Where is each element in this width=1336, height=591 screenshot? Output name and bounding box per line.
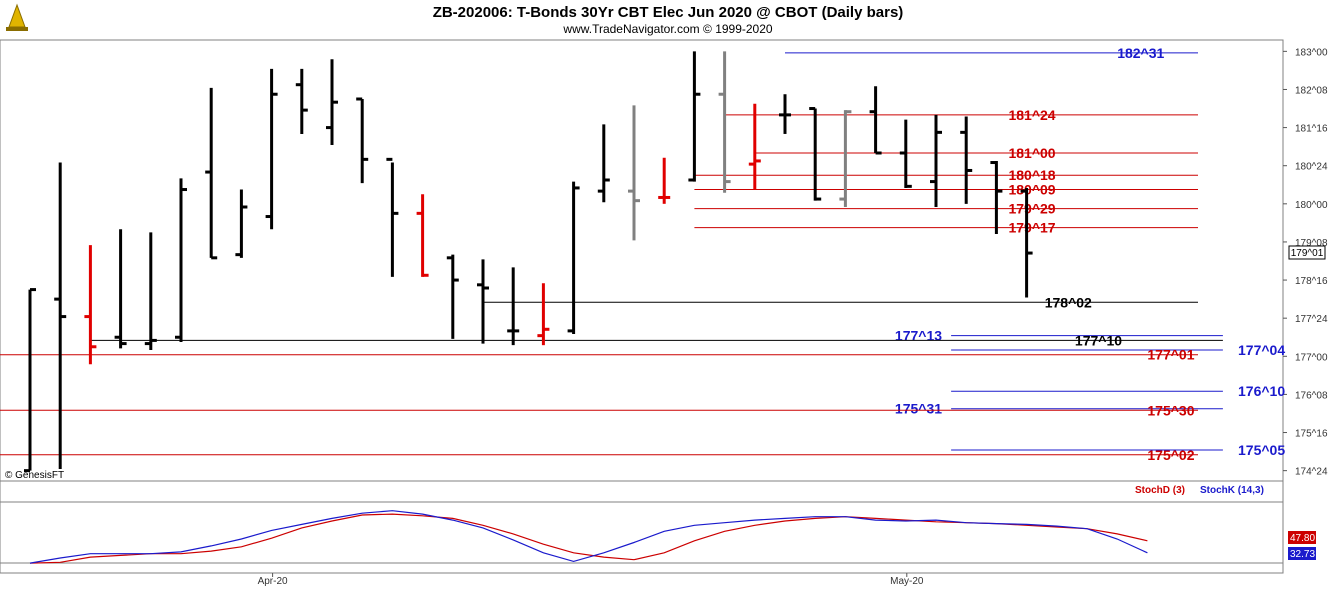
ohlc-bar (144, 232, 157, 350)
stochk-legend: StochK (14,3) (1200, 485, 1264, 496)
x-axis-ticks: Apr-20 May-20 (258, 573, 924, 587)
last-price-marker: 179^01 (1288, 245, 1326, 260)
y-tick-label: 183^00 (1295, 47, 1328, 58)
stochastic-indicator (29, 510, 1148, 564)
chart-subtitle: www.TradeNavigator.com © 1999-2020 (562, 22, 772, 36)
y-tick-label: 176^08 (1295, 390, 1328, 401)
ohlc-bar (960, 116, 973, 204)
ohlc-bar (869, 86, 882, 155)
ohlc-bar (265, 68, 278, 230)
ohlc-bar (84, 245, 97, 365)
ohlc-bar (356, 97, 369, 184)
ohlc-bar (507, 267, 520, 346)
ohlc-bar (537, 283, 550, 346)
ohlc-bar (658, 157, 671, 204)
ohlc-bar (477, 259, 489, 344)
stochk-value: 32.73 (1290, 549, 1315, 560)
level-label: 177^01 (1147, 347, 1194, 363)
level-label: 176^10 (1238, 383, 1285, 399)
y-tick-label: 175^16 (1295, 429, 1328, 440)
ohlc-bar (597, 124, 610, 203)
ohlc-bar (748, 103, 761, 190)
stochd-value-box: 47.80 (1288, 531, 1316, 544)
y-tick-label: 180^00 (1295, 200, 1328, 211)
level-label: 175^30 (1147, 402, 1194, 418)
ohlc-bar (386, 157, 399, 277)
ohlc-bar (930, 114, 942, 207)
x-tick-label: Apr-20 (258, 576, 288, 587)
stochd-legend: StochD (3) (1135, 485, 1185, 496)
y-tick-label: 178^16 (1295, 276, 1328, 287)
ohlc-bar (1020, 187, 1033, 298)
ohlc-bar (295, 68, 308, 134)
ohlc-bar (114, 229, 127, 349)
level-label: 177^13 (895, 328, 942, 344)
ohlc-bar (326, 59, 338, 146)
y-tick-label: 177^24 (1295, 314, 1328, 325)
ohlc-bar (54, 162, 67, 470)
level-label: 175^02 (1147, 447, 1194, 463)
level-label: 175^31 (895, 401, 942, 417)
stochk-value-box: 32.73 (1288, 547, 1316, 560)
level-label: 179^17 (1008, 220, 1055, 236)
y-tick-label: 179^08 (1295, 238, 1328, 249)
ohlc-bar (809, 107, 822, 201)
y-axis-ticks: 174^24 175^16 176^08 177^00 177^24 178^16 179^… (1283, 47, 1328, 478)
stochk-line (29, 510, 1148, 564)
y-tick-label: 180^24 (1295, 162, 1328, 173)
ohlc-bars (24, 51, 1033, 473)
ohlc-bar (990, 160, 1003, 234)
level-label: 177^04 (1238, 342, 1285, 358)
ohlc-bar (779, 94, 791, 134)
y-tick-label: 182^08 (1295, 85, 1328, 96)
level-label: 175^05 (1238, 442, 1285, 458)
ohlc-bar (175, 178, 187, 342)
level-label: 178^02 (1045, 294, 1092, 310)
ohlc-bar (839, 110, 852, 207)
ohlc-bar (446, 254, 459, 339)
ohlc-bar (205, 87, 218, 260)
ohlc-bar (416, 194, 429, 277)
ohlc-bar (718, 51, 731, 193)
level-label: 181^24 (1008, 107, 1055, 123)
ohlc-bar (24, 288, 36, 473)
app-logo (2, 2, 32, 32)
level-label: 182^31 (1117, 45, 1164, 61)
last-price-label: 179^01 (1291, 248, 1324, 259)
ohlc-bar (899, 119, 912, 188)
level-label: 179^29 (1008, 201, 1055, 217)
y-tick-label: 177^00 (1295, 352, 1328, 363)
level-label: 181^00 (1008, 145, 1055, 161)
level-label: 180^18 (1008, 167, 1055, 183)
stochd-value: 47.80 (1290, 533, 1315, 544)
ohlc-bar (688, 51, 701, 182)
chart-title: ZB-202006: T-Bonds 30Yr CBT Elec Jun 202… (433, 4, 904, 21)
y-tick-label: 174^24 (1295, 467, 1328, 478)
ohlc-bar (567, 181, 580, 335)
ohlc-bar (628, 105, 640, 241)
ohlc-bar (235, 189, 248, 258)
watermark: © GenesisFT (5, 470, 64, 481)
level-label: 177^10 (1075, 332, 1122, 348)
level-label: 180^09 (1008, 182, 1055, 198)
y-tick-label: 181^16 (1295, 124, 1328, 135)
x-tick-label: May-20 (890, 576, 924, 587)
